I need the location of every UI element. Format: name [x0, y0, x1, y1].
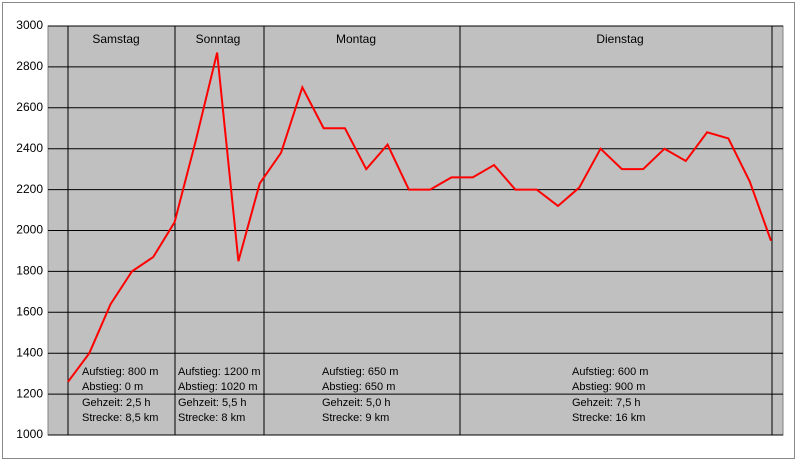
- day-stat: Strecke: 16 km: [572, 412, 645, 424]
- day-label: Dienstag: [596, 32, 643, 46]
- y-tick-label: 1600: [16, 304, 43, 318]
- day-stat: Gehzeit: 2,5 h: [82, 397, 151, 409]
- y-tick-label: 3000: [16, 18, 43, 32]
- day-stat: Gehzeit: 7,5 h: [572, 397, 641, 409]
- day-stat: Abstieg: 900 m: [572, 381, 645, 393]
- y-tick-label: 1400: [16, 345, 43, 359]
- y-tick-label: 1200: [16, 386, 43, 400]
- line: [67, 52, 772, 383]
- day-stat: Aufstieg: 600 m: [572, 366, 648, 378]
- y-tick-label: 2400: [16, 141, 43, 155]
- day-stat: Aufstieg: 800 m: [82, 366, 158, 378]
- day-label: Montag: [336, 32, 376, 46]
- y-tick-label: 1000: [16, 427, 43, 441]
- y-tick-label: 2200: [16, 182, 43, 196]
- day-label: Sonntag: [196, 32, 241, 46]
- y-tick-label: 2000: [16, 223, 43, 237]
- day-stat: Abstieg: 1020 m: [178, 381, 258, 393]
- y-tick-label: 1800: [16, 264, 43, 278]
- day-stat: Aufstieg: 1200 m: [178, 366, 261, 378]
- day-stat: Abstieg: 0 m: [82, 381, 143, 393]
- day-stat: Abstieg: 650 m: [322, 381, 395, 393]
- day-stat: Gehzeit: 5,0 h: [322, 397, 391, 409]
- y-tick-label: 2800: [16, 59, 43, 73]
- day-stat: Strecke: 8 km: [178, 412, 245, 424]
- day-stat: Strecke: 9 km: [322, 412, 389, 424]
- day-label: Samstag: [92, 32, 139, 46]
- day-stat: Strecke: 8,5 km: [82, 412, 158, 424]
- day-stat: Gehzeit: 5,5 h: [178, 397, 247, 409]
- y-tick-label: 2600: [16, 100, 43, 114]
- day-stat: Aufstieg: 650 m: [322, 366, 398, 378]
